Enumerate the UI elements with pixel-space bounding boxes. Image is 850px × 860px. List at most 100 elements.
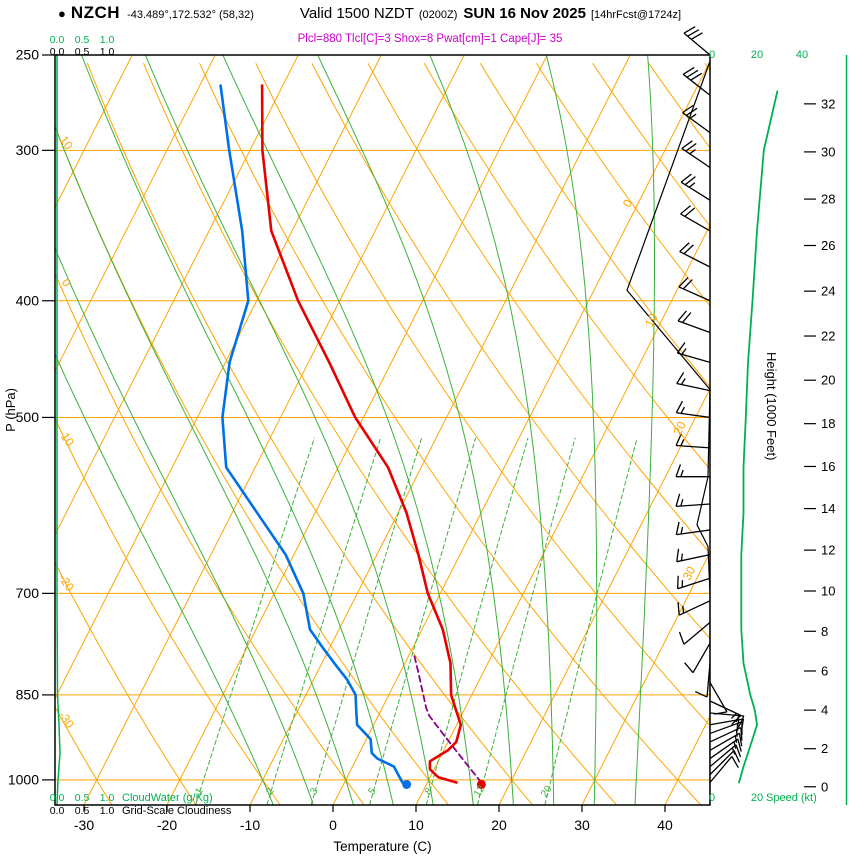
wind-barb-half xyxy=(680,498,684,507)
isotherm-line xyxy=(249,55,631,805)
valid-time: Valid 1500 NZDT xyxy=(299,5,414,22)
temperature-curve xyxy=(260,84,463,784)
height-tick-label: 16 xyxy=(821,459,835,474)
dry-adiabat xyxy=(367,63,710,554)
wind-barb-staff xyxy=(678,286,711,302)
cloudwater-scale-bottom: 0.0 xyxy=(50,792,65,804)
cloudiness-legend: Grid-Scale Cloudiness xyxy=(122,805,232,817)
mixing-ratio-lines xyxy=(195,437,638,805)
wind-barb-staff xyxy=(680,213,711,232)
pressure-axis-label: P (hPa) xyxy=(3,388,18,432)
cloudwater-scale-bottom: 0.5 xyxy=(75,792,90,804)
temperature-tick-label: -20 xyxy=(157,817,177,833)
wind-barb-full xyxy=(735,719,740,733)
moist-adiabat xyxy=(222,55,474,805)
wind-barb-half xyxy=(680,406,685,414)
plot-frame xyxy=(54,54,711,806)
profiles xyxy=(219,84,486,789)
speed-panel xyxy=(738,90,779,784)
wind-barb-half xyxy=(689,113,697,119)
height-tick-label: 10 xyxy=(821,583,835,598)
height-tick-label: 24 xyxy=(821,284,835,299)
wind-barb-full xyxy=(731,714,742,726)
wind-barb-full xyxy=(740,718,745,732)
title-row: ● NZCH -43.489°,172.532° (58,32) Valid 1… xyxy=(0,3,850,23)
dry-adiabat-label: -20 xyxy=(56,572,78,595)
temperature-tick-label: 30 xyxy=(574,817,590,833)
wind-barb-full xyxy=(733,750,741,763)
wind-barb-full xyxy=(676,372,685,384)
cloudiness-scale-top: 1.0 xyxy=(100,46,115,58)
isotherm-line xyxy=(55,55,133,209)
pressure-tick-label: 300 xyxy=(16,142,40,158)
wind-barb-staff xyxy=(677,577,711,590)
speed-axis-label: Speed (kt) xyxy=(766,792,817,804)
isotherm-line xyxy=(581,551,710,805)
wind-barb-staff xyxy=(680,181,711,201)
mixing-ratio-label: 1 xyxy=(193,786,205,797)
dry-adiabat xyxy=(55,561,197,805)
wind-barb-staff xyxy=(681,147,711,169)
wind-barb-full xyxy=(680,173,692,183)
wind-barb-staff xyxy=(683,621,711,645)
wind-barb-full xyxy=(677,310,687,322)
temperature-axis-label: Temperature (C) xyxy=(333,839,432,854)
surface-dewpoint-dot xyxy=(402,779,412,789)
pressure-gridlines xyxy=(55,149,710,781)
wind-barb-full xyxy=(690,72,703,81)
mixing-ratio-label: 20 xyxy=(539,783,555,799)
wind-barb-staff xyxy=(683,32,711,56)
height-tick-label: 20 xyxy=(821,373,835,388)
wind-barb-full xyxy=(675,464,682,477)
dry-adiabats xyxy=(55,63,710,805)
wind-barb-full xyxy=(679,242,690,253)
pressure-tick-label: 1000 xyxy=(8,771,39,787)
wind-barb-staff xyxy=(678,600,711,616)
moist-adiabat xyxy=(317,55,514,805)
dry-adiabat xyxy=(87,63,533,805)
speed-curve xyxy=(738,90,779,784)
cloudwater-scale-bottom: 1.0 xyxy=(100,792,115,804)
height-tick-label: 2 xyxy=(821,741,828,756)
forecast-hour: [14hrFcst@1724z] xyxy=(590,9,682,21)
sounding-indices: Plcl=880 Tlcl[C]=3 Shox=8 Pwat[cm]=1 Cap… xyxy=(297,33,563,45)
dry-adiabat xyxy=(199,63,701,805)
wind-barb-half xyxy=(680,469,684,477)
wind-barb-full xyxy=(737,738,742,752)
wind-barb-full xyxy=(683,244,694,255)
isotherms xyxy=(55,55,710,805)
cloudwater xyxy=(56,55,61,805)
surface-temp-dot xyxy=(476,779,486,789)
dry-adiabat-label: 10 xyxy=(57,133,76,152)
wind-barb-staff xyxy=(709,732,740,751)
isotherm-label: 30 xyxy=(680,564,699,583)
wind-barb-staff xyxy=(709,721,743,735)
cloudiness-scale-bottom: 1.0 xyxy=(100,805,115,817)
wind-barb-half xyxy=(680,378,686,385)
station-bullet-icon: ● xyxy=(58,6,66,21)
height-tick-label: 26 xyxy=(821,238,835,253)
wind-barbs xyxy=(675,26,745,783)
wind-barb-half xyxy=(731,747,736,755)
wind-barb-full xyxy=(731,756,739,769)
dry-adiabat xyxy=(480,63,710,388)
speed-tick-top: 20 xyxy=(751,49,763,61)
moist-adiabat xyxy=(55,125,354,805)
wind-barb-full xyxy=(682,312,692,323)
cloudwater-scale-top: 0.0 xyxy=(50,34,65,46)
wind-barb-half xyxy=(680,526,684,535)
wind-barb-full xyxy=(682,104,694,114)
mixing-ratio-label: 2 xyxy=(264,786,276,797)
height-tick-label: 0 xyxy=(821,779,828,794)
wind-barb-half xyxy=(689,149,696,155)
wind-barb-staff xyxy=(677,352,711,363)
height-tick-label: 28 xyxy=(821,192,835,207)
temperature-tick-label: 10 xyxy=(408,817,424,833)
pressure-tick-label: 400 xyxy=(16,292,40,308)
mixing-ratio-line xyxy=(425,437,529,805)
moist-adiabat xyxy=(144,55,434,805)
cloudiness-scale-top: 0.0 xyxy=(50,46,65,58)
wind-barb-staff xyxy=(709,750,735,776)
